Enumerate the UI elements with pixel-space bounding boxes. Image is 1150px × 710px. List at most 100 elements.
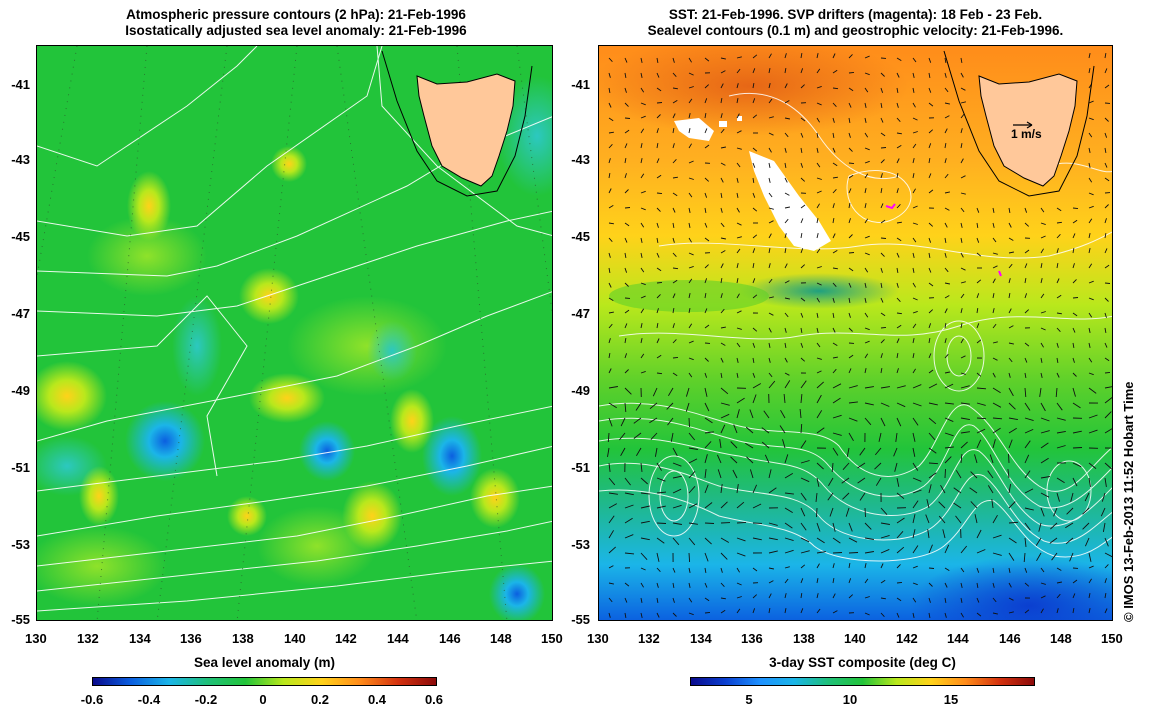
velocity-arrow: [832, 552, 843, 554]
velocity-arrow: [832, 102, 837, 108]
velocity-arrow: [896, 477, 900, 487]
velocity-arrow: [992, 372, 996, 378]
velocity-arrow: [976, 293, 980, 299]
velocity-arrow: [720, 567, 723, 573]
velocity-arrow: [880, 237, 887, 239]
velocity-arrow: [624, 282, 629, 287]
velocity-arrow: [768, 98, 773, 104]
velocity-arrow: [832, 397, 841, 404]
colorbar-tick: -0.2: [194, 692, 218, 707]
velocity-arrow: [608, 102, 612, 108]
velocity-arrow: [1024, 440, 1031, 449]
velocity-arrow: [827, 492, 834, 501]
velocity-arrow: [620, 417, 626, 427]
velocity-arrow: [1072, 297, 1079, 299]
velocity-arrow: [624, 338, 627, 344]
colorbar-tick: 0: [259, 692, 267, 707]
velocity-arrow: [624, 267, 628, 273]
velocity-arrow: [1088, 387, 1097, 394]
velocity-arrow: [717, 469, 722, 479]
velocity-arrow: [640, 582, 644, 588]
velocity-arrow: [912, 545, 919, 554]
velocity-arrow: [752, 177, 755, 183]
velocity-arrow: [1040, 402, 1046, 412]
velocity-arrow: [1104, 357, 1110, 362]
velocity-arrow: [672, 267, 679, 270]
velocity-arrow: [720, 57, 726, 60]
velocity-arrow: [624, 143, 628, 149]
velocity-arrow: [672, 128, 675, 134]
velocity-arrow: [704, 144, 710, 149]
velocity-arrow: [736, 56, 742, 59]
velocity-arrow: [768, 68, 771, 74]
velocity-arrow: [667, 417, 674, 426]
velocity-arrow: [928, 129, 933, 134]
velocity-arrow: [832, 368, 837, 374]
velocity-arrow: [960, 252, 964, 258]
velocity-arrow: [704, 537, 712, 545]
velocity-arrow: [928, 189, 934, 194]
velocity-arrow: [1104, 233, 1107, 239]
velocity-arrow: [720, 263, 724, 269]
velocity-arrow: [672, 567, 676, 573]
velocity-arrow: [848, 432, 854, 442]
velocity-arrow: [668, 387, 674, 397]
velocity-arrow: [1088, 192, 1094, 196]
velocity-arrow: [1056, 207, 1062, 212]
velocity-arrow: [1008, 263, 1013, 269]
velocity-arrow: [976, 387, 987, 390]
velocity-arrow: [928, 402, 938, 406]
velocity-arrow: [832, 69, 838, 74]
velocity-arrow: [912, 131, 918, 134]
velocity-arrow: [624, 252, 627, 258]
velocity-arrow: [608, 353, 611, 359]
velocity-arrow: [1056, 492, 1060, 502]
velocity-arrow: [864, 102, 867, 108]
velocity-arrow: [928, 338, 931, 344]
lon-tick: 136: [180, 631, 202, 646]
velocity-arrow: [1104, 428, 1112, 434]
velocity-arrow: [944, 383, 954, 389]
velocity-arrow: [912, 417, 919, 426]
velocity-arrow: [656, 267, 662, 272]
velocity-arrow: [880, 72, 885, 77]
velocity-arrow: [928, 143, 932, 149]
velocity-arrow: [880, 368, 883, 374]
velocity-arrow: [720, 597, 726, 600]
velocity-arrow: [928, 267, 932, 273]
velocity-arrow: [672, 475, 682, 479]
velocity-arrow: [992, 252, 998, 255]
velocity-arrow: [848, 578, 852, 584]
lon-tick: 150: [541, 631, 563, 646]
velocity-arrow: [1040, 207, 1045, 213]
velocity-arrow: [942, 529, 946, 539]
velocity-arrow: [720, 83, 724, 89]
velocity-arrow: [768, 296, 774, 299]
velocity-arrow: [608, 515, 615, 524]
velocity-arrow: [608, 57, 613, 63]
velocity-arrow: [912, 157, 915, 164]
velocity-arrow: [912, 514, 916, 524]
velocity-arrow: [912, 597, 917, 603]
velocity-arrow: [1072, 207, 1079, 210]
velocity-arrow: [624, 237, 628, 243]
velocity-arrow: [1088, 218, 1093, 224]
velocity-arrow: [800, 440, 807, 449]
velocity-arrow: [607, 447, 610, 457]
velocity-arrow: [960, 385, 970, 389]
velocity-arrow: [944, 597, 947, 603]
velocity-arrow: [976, 549, 986, 554]
velocity-arrow: [1024, 293, 1028, 299]
velocity-arrow: [704, 522, 715, 524]
velocity-arrow: [704, 372, 708, 378]
lon-tick: 134: [129, 631, 151, 646]
velocity-arrow: [960, 192, 966, 195]
velocity-arrow: [848, 218, 851, 224]
velocity-arrow: [800, 608, 804, 614]
velocity-arrow: [832, 176, 838, 179]
velocity-arrow: [764, 454, 770, 464]
right-title-line1: SST: 21-Feb-1996. SVP drifters (magenta)…: [668, 7, 1043, 22]
velocity-arrow: [640, 128, 645, 134]
velocity-arrow: [816, 410, 823, 419]
velocity-arrow: [752, 383, 762, 389]
